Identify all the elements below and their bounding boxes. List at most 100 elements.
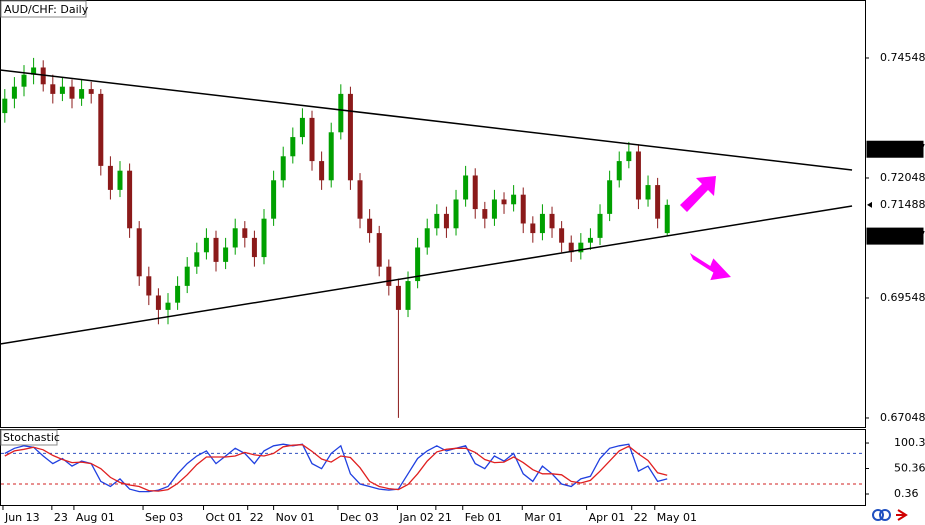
candle-body bbox=[261, 218, 267, 258]
candle-body bbox=[453, 199, 459, 229]
candle-body bbox=[319, 161, 325, 181]
candle-body bbox=[578, 242, 584, 253]
candle-body bbox=[194, 252, 200, 267]
candle-body bbox=[501, 199, 507, 205]
candle-body bbox=[597, 213, 603, 238]
candle-body bbox=[328, 132, 334, 181]
candle-body bbox=[299, 117, 305, 138]
x-tick-label: Sep 03 bbox=[145, 511, 183, 524]
candle-body bbox=[146, 276, 152, 296]
candle-body bbox=[11, 86, 17, 99]
candle-body bbox=[79, 89, 85, 99]
candle-body bbox=[549, 213, 555, 229]
trendline bbox=[0, 205, 853, 345]
candle-body bbox=[607, 180, 613, 214]
candle-body bbox=[309, 117, 315, 162]
candle-body bbox=[664, 204, 670, 234]
candle-body bbox=[635, 151, 641, 200]
stoch-line bbox=[4, 443, 668, 493]
candle-body bbox=[357, 180, 363, 219]
candle-body bbox=[424, 228, 430, 248]
x-tick-label: Jun 13 bbox=[4, 511, 40, 524]
candle-body bbox=[645, 185, 651, 200]
candle-body bbox=[491, 199, 497, 219]
candle-body bbox=[40, 67, 46, 85]
candle-body bbox=[203, 237, 209, 253]
candle-body bbox=[367, 218, 373, 234]
x-tick-label: 21 bbox=[438, 511, 452, 524]
candle-body bbox=[463, 175, 469, 200]
candle-body bbox=[184, 266, 190, 286]
y-tick-label: 0.69548 bbox=[880, 291, 925, 304]
candle-body bbox=[347, 93, 353, 181]
candle-body bbox=[511, 194, 517, 205]
stoch-y-tick-label: 0.36 bbox=[894, 487, 919, 500]
stochastic-panel bbox=[0, 429, 866, 506]
price-label: 0.72647 bbox=[880, 142, 925, 155]
stoch-y-tick-label: 100.36 bbox=[894, 436, 925, 449]
candle-body bbox=[626, 151, 632, 162]
candle-body bbox=[175, 285, 181, 303]
stoch-y-tick-label: 50.36 bbox=[894, 462, 925, 475]
x-tick-label: Aug 01 bbox=[76, 511, 115, 524]
candle-body bbox=[50, 84, 56, 94]
trendline bbox=[0, 69, 853, 171]
candle-body bbox=[559, 228, 565, 243]
x-tick-label: Jan 02 bbox=[398, 511, 433, 524]
arrow-up bbox=[680, 176, 716, 212]
candle-body bbox=[242, 228, 248, 238]
candle-body bbox=[520, 194, 526, 224]
candle-body bbox=[530, 223, 536, 234]
stoch-line bbox=[4, 444, 668, 492]
candle-body bbox=[223, 247, 229, 262]
x-tick-label: May 01 bbox=[657, 511, 697, 524]
candle-body bbox=[251, 237, 257, 258]
x-tick-label: 23 bbox=[54, 511, 68, 524]
candle-body bbox=[165, 302, 171, 310]
arrow-down bbox=[689, 253, 731, 281]
price-label-box bbox=[866, 140, 924, 158]
x-tick-label: Mar 01 bbox=[524, 511, 562, 524]
candle-body bbox=[386, 266, 392, 286]
candle-body bbox=[59, 86, 65, 94]
candle-body bbox=[213, 237, 219, 262]
candle-body bbox=[587, 237, 593, 243]
stochastic-title-box bbox=[0, 429, 58, 446]
candle-body bbox=[405, 281, 411, 310]
price-label: 0.70837 bbox=[880, 229, 925, 242]
candle-body bbox=[539, 213, 545, 234]
candle-body bbox=[280, 156, 286, 181]
plot: 0.74548 0.72048 0.69548 0.67048 Jun 13 23 Aug … bbox=[0, 51, 925, 524]
x-tick-label: Dec 03 bbox=[340, 511, 379, 524]
candle-body bbox=[31, 67, 37, 75]
price-label: 0.71488 bbox=[880, 198, 925, 211]
candle-body bbox=[290, 137, 296, 157]
y-tick-label: 0.74548 bbox=[880, 51, 925, 64]
candle-body bbox=[21, 74, 27, 87]
candle-body bbox=[568, 242, 574, 253]
main-panel bbox=[0, 0, 866, 428]
x-tick-label: Oct 01 bbox=[206, 511, 243, 524]
chart-title: AUD/CHF: Daily bbox=[4, 3, 89, 16]
candle-body bbox=[232, 228, 238, 248]
candle-body bbox=[376, 233, 382, 267]
candle-body bbox=[88, 89, 94, 94]
candle-body bbox=[395, 285, 401, 310]
candle-body bbox=[338, 93, 344, 133]
candle-body bbox=[434, 213, 440, 229]
candle-body bbox=[98, 93, 104, 166]
price-label-box bbox=[866, 227, 924, 245]
candle-body bbox=[136, 228, 142, 277]
x-tick-label: 22 bbox=[634, 511, 648, 524]
candle-body bbox=[655, 185, 661, 219]
candle-body bbox=[155, 295, 161, 310]
candle-body bbox=[2, 98, 8, 114]
current-price-marker bbox=[867, 201, 872, 208]
candle-body bbox=[616, 161, 622, 181]
candle-body bbox=[472, 175, 478, 210]
candle-body bbox=[69, 86, 75, 99]
stochastic-title: Stochastic bbox=[3, 431, 60, 444]
candle-body bbox=[415, 247, 421, 282]
candle-body bbox=[117, 170, 123, 190]
